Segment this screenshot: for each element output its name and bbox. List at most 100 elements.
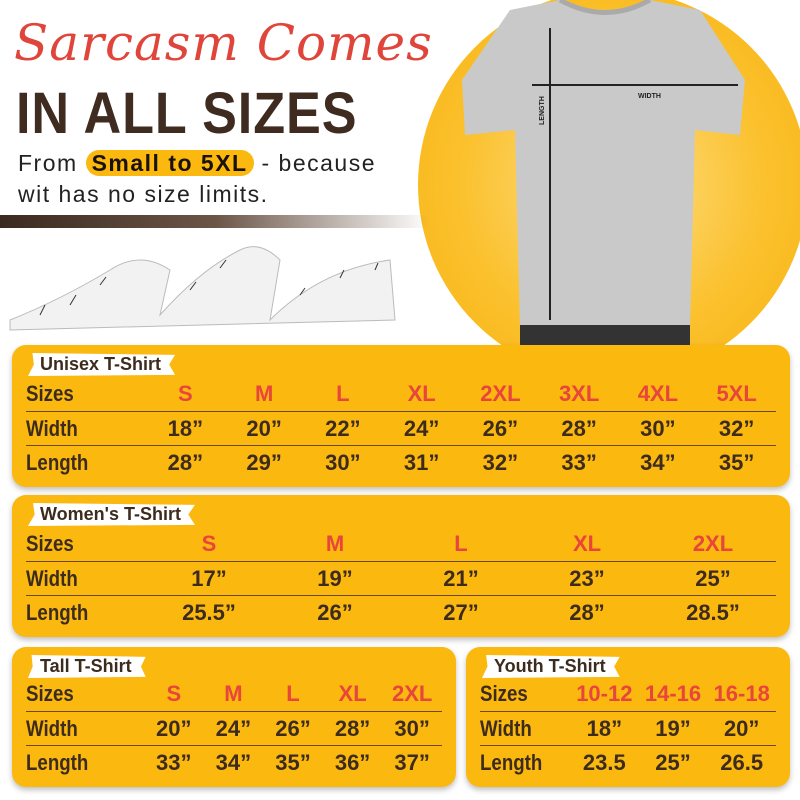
- table-row-sizes: Sizes S M L XL 2XL: [26, 677, 442, 711]
- row-label: Sizes: [26, 681, 74, 706]
- table-cell: XL: [338, 681, 367, 706]
- table-cell: 22”: [325, 415, 361, 441]
- width-label: WIDTH: [638, 93, 661, 100]
- length-label: LENGTH: [539, 96, 546, 125]
- table-cell: 4XL: [637, 381, 679, 406]
- table-row-width: Width 18” 19” 20”: [480, 711, 776, 745]
- table-cell: 37”: [394, 749, 430, 775]
- table-cell: 20”: [156, 715, 192, 741]
- table-cell: 26”: [275, 715, 311, 741]
- row-label: Width: [26, 415, 78, 441]
- table-cell: 26.5: [720, 749, 764, 775]
- subtitle-pre: From: [18, 150, 78, 176]
- table-cell: 19”: [317, 565, 353, 591]
- table-cell: 30”: [325, 449, 361, 475]
- table-cell: M: [325, 531, 345, 556]
- table-cell: 25”: [655, 749, 691, 775]
- table-cell: M: [224, 681, 243, 706]
- table-cell: 28”: [569, 599, 605, 625]
- women-size-table: Women's T-Shirt Sizes S M L XL 2XL Width 17” 19” 2…: [12, 495, 790, 637]
- table-cell: 27”: [443, 599, 479, 625]
- table-row-length: Length 28” 29” 30” 31” 32” 33” 34” 35”: [26, 445, 776, 479]
- tshirt-image: WIDTH LENGTH: [462, 0, 745, 345]
- table-row-length: Length 33” 34” 35” 36” 37”: [26, 745, 442, 779]
- row-label: Width: [480, 715, 532, 741]
- table-cell: 28”: [561, 415, 597, 441]
- table-cell: 2XL: [391, 681, 433, 706]
- table-cell: 17”: [191, 565, 227, 591]
- table-cell: S: [201, 531, 217, 556]
- subtitle-line2: wit has no size limits.: [18, 181, 269, 207]
- row-label: Width: [26, 715, 78, 741]
- table-cell: 29”: [246, 449, 282, 475]
- table-cell: 3XL: [558, 381, 600, 406]
- table-title: Unisex T-Shirt: [28, 353, 176, 376]
- table-cell: 23”: [569, 565, 605, 591]
- table-cell: 35”: [275, 749, 311, 775]
- page-title: IN ALL SIZES: [16, 81, 358, 146]
- table-cell: 2XL: [692, 531, 734, 556]
- row-label: Length: [480, 749, 543, 775]
- table-row-sizes: Sizes S M L XL 2XL 3XL 4XL 5XL: [26, 377, 776, 411]
- table-cell: 20”: [246, 415, 282, 441]
- row-label: Sizes: [480, 681, 528, 706]
- table-cell: 26”: [482, 415, 519, 441]
- youth-size-table: Youth T-Shirt Sizes 10-12 14-16 16-18 Width 18…: [466, 647, 790, 787]
- table-cell: 2XL: [480, 381, 521, 406]
- row-label: Length: [26, 449, 89, 475]
- row-label: Length: [26, 599, 89, 625]
- table-cell: 30”: [640, 415, 676, 441]
- table-row-length: Length 23.5 25” 26.5: [480, 745, 776, 779]
- table-cell: 18”: [167, 415, 204, 441]
- table-row-sizes: Sizes S M L XL 2XL: [26, 527, 776, 561]
- table-row-width: Width 18” 20” 22” 24” 26” 28” 30” 32”: [26, 411, 776, 445]
- table-title: Youth T-Shirt: [482, 655, 620, 678]
- table-row-width: Width 17” 19” 21” 23” 25”: [26, 561, 776, 595]
- table-cell: 25”: [695, 565, 731, 591]
- table-cell: 25.5”: [182, 599, 236, 625]
- subtitle-post: - because: [261, 150, 377, 176]
- row-label: Length: [26, 749, 89, 775]
- measuring-tape-image: [9, 246, 396, 331]
- table-row-length: Length 25.5” 26” 27” 28” 28.5”: [26, 595, 776, 629]
- subtitle: From Small to 5XL - because wit has no s…: [18, 148, 376, 210]
- table-cell: 18”: [586, 715, 623, 741]
- table-cell: XL: [407, 381, 436, 406]
- table-cell: L: [454, 531, 468, 556]
- table-cell: 24”: [215, 715, 252, 741]
- tall-size-table: Tall T-Shirt Sizes S M L XL 2XL Width 20” 24” 26” 2…: [12, 647, 456, 787]
- row-label: Width: [26, 565, 78, 591]
- table-cell: 33”: [561, 449, 597, 475]
- table-cell: 28.5”: [686, 599, 740, 625]
- table-title: Women's T-Shirt: [28, 503, 195, 526]
- table-rows: Sizes S M L XL 2XL Width 20” 24” 26” 28” 30” Length 3…: [26, 677, 442, 779]
- table-cell: 33”: [156, 749, 192, 775]
- table-cell: 30”: [394, 715, 430, 741]
- table-rows: Sizes S M L XL 2XL 3XL 4XL 5XL Width 18” 20” 22” 24” 2…: [26, 377, 776, 479]
- table-rows: Sizes S M L XL 2XL Width 17” 19” 21” 23” 25” Length 2…: [26, 527, 776, 629]
- table-cell: 16-18: [713, 681, 770, 706]
- table-cell: 32”: [718, 415, 755, 441]
- table-cell: 31”: [403, 449, 440, 475]
- script-title: Sarcasm Comes: [14, 14, 433, 72]
- table-cell: 34”: [640, 449, 676, 475]
- table-cell: 21”: [443, 565, 479, 591]
- table-cell: 32”: [482, 449, 519, 475]
- subtitle-highlight: Small to 5XL: [85, 150, 254, 176]
- table-cell: 23.5: [582, 749, 626, 775]
- table-cell: 19”: [655, 715, 691, 741]
- divider-bar: [0, 215, 430, 228]
- table-cell: 34”: [215, 749, 252, 775]
- table-cell: 24”: [403, 415, 440, 441]
- table-cell: M: [254, 381, 274, 406]
- table-cell: 28”: [167, 449, 204, 475]
- table-cell: 10-12: [576, 681, 633, 706]
- table-row-width: Width 20” 24” 26” 28” 30”: [26, 711, 442, 745]
- table-cell: S: [166, 681, 182, 706]
- unisex-size-table: Unisex T-Shirt Sizes S M L XL 2XL 3XL 4XL 5XL Widt…: [12, 345, 790, 487]
- table-cell: 26”: [317, 599, 353, 625]
- table-title: Tall T-Shirt: [28, 655, 146, 678]
- table-cell: 20”: [723, 715, 760, 741]
- table-cell: L: [336, 381, 350, 406]
- table-cell: 35”: [718, 449, 755, 475]
